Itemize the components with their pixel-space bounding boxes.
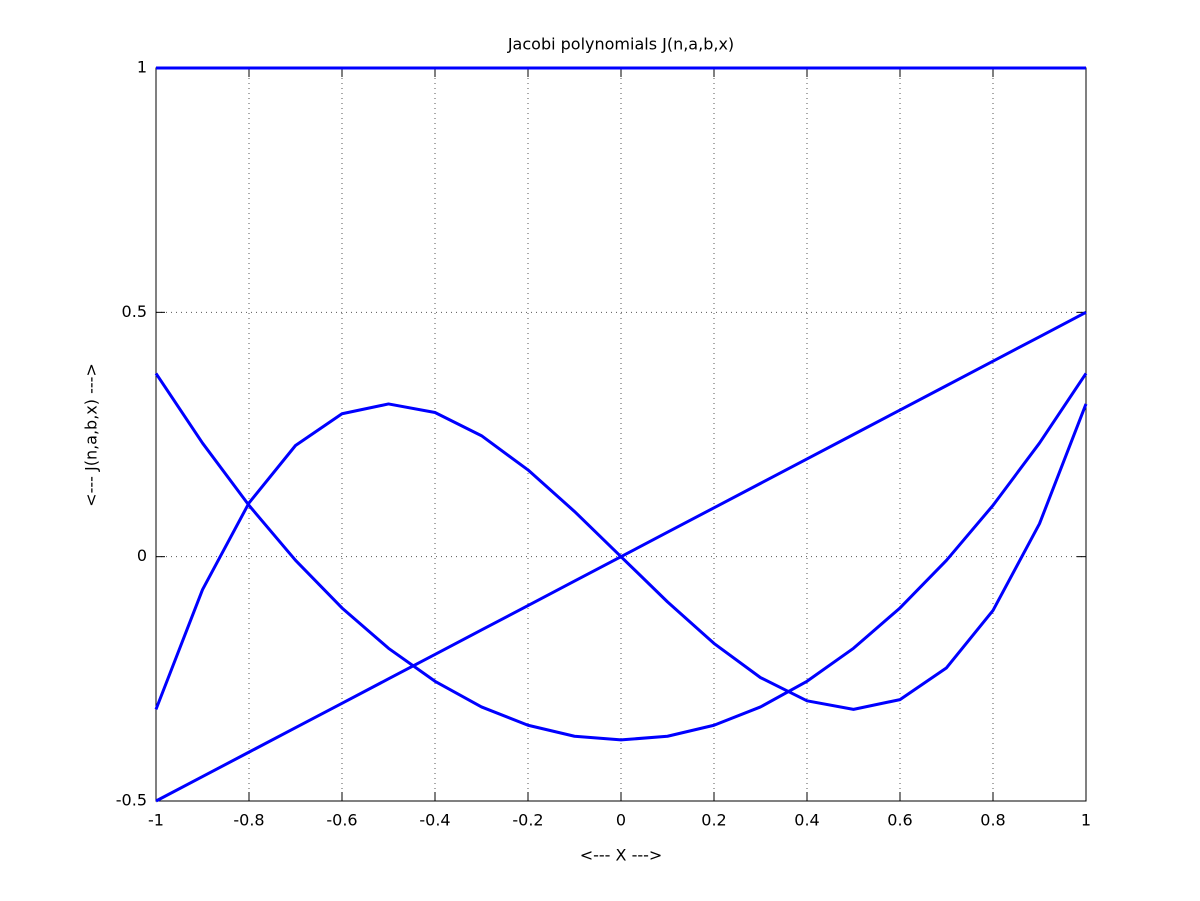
x-tick-label: 0 [616,811,626,830]
x-tick-label: 0.2 [701,811,726,830]
x-tick-label: 0.4 [794,811,819,830]
x-tick-label: 0.8 [980,811,1005,830]
y-tick-label: 0.5 [122,302,147,321]
x-axis-label: <--- X ---> [580,846,663,865]
chart-title: Jacobi polynomials J(n,a,b,x) [507,35,734,54]
series-line [154,402,1088,711]
x-tick-label: -0.8 [233,811,264,830]
x-tick-label: 1 [1081,811,1091,830]
x-tick-label: -0.4 [419,811,450,830]
x-tick-label: -1 [148,811,164,830]
x-tick-label: -0.2 [512,811,543,830]
plot-frame [155,67,1087,802]
x-tick-label: 0.6 [887,811,912,830]
y-tick-label: 0 [137,546,147,565]
series-line [154,372,1088,742]
y-axis-label: <--- J(n,a,b,x) ---> [82,363,101,507]
y-tick-label: 1 [137,58,147,77]
y-tick-label: -0.5 [116,791,147,810]
x-tick-label: -0.6 [326,811,357,830]
